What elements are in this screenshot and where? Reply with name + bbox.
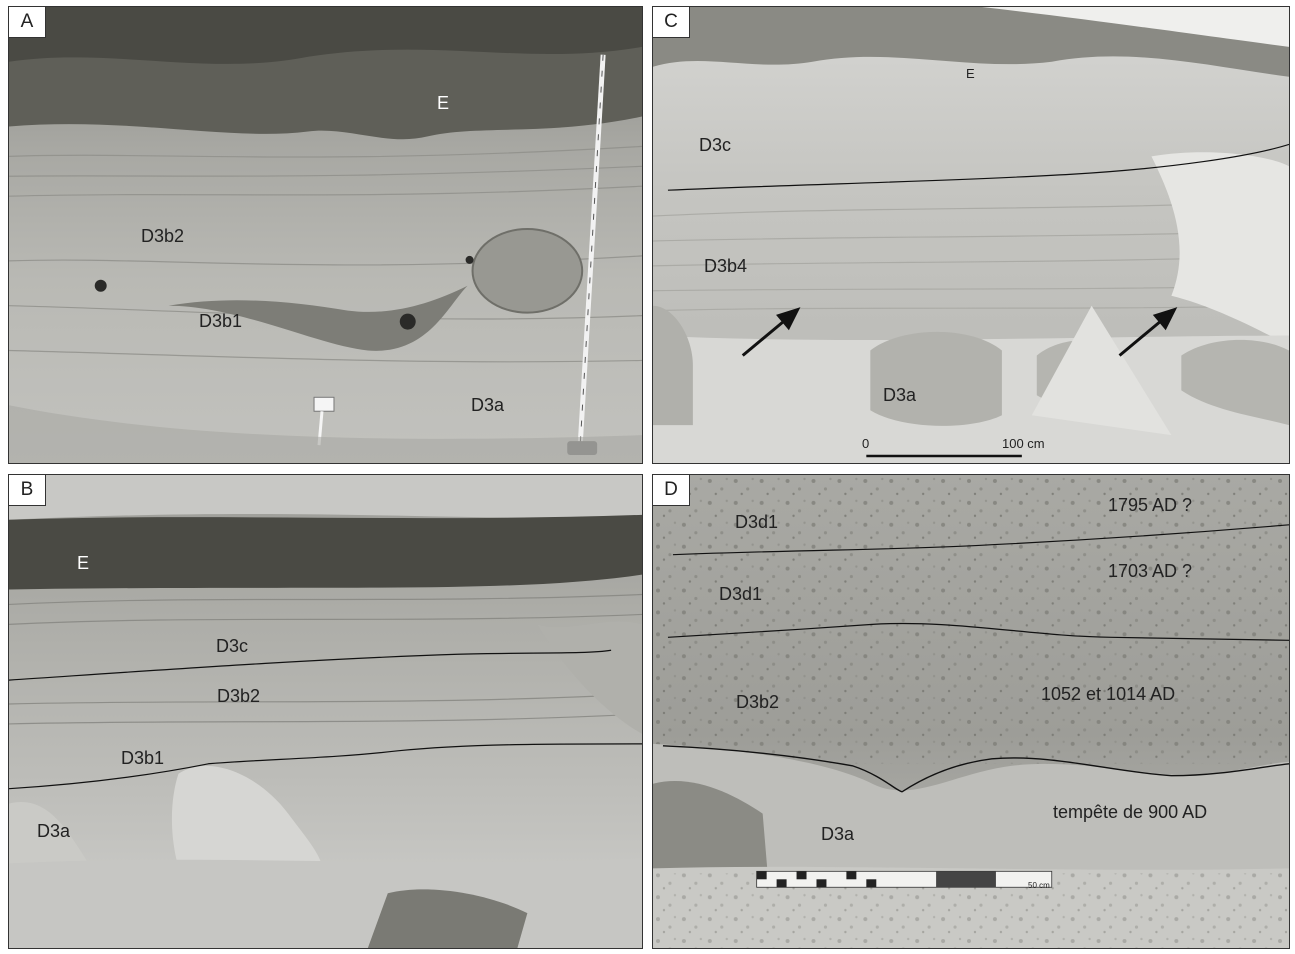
panel-c-label-d3c: D3c [699,135,732,155]
panel-d-boundary-3 [662,745,1289,793]
panel-c: C E D3c D3b4 D3a 0 100 cm [652,6,1290,464]
panel-d-scale-label: 50 cm [1028,881,1050,890]
panel-d: D D3d1 D3d1 D3b2 D3a 1795 AD ? 1703 AD ?… [652,474,1290,949]
panel-d-label-d3d1-top: D3d1 [735,512,779,532]
panel-d-date-1703: 1703 AD ? [1108,561,1193,581]
panel-b-label-d3a: D3a [37,821,71,841]
panel-a-label-d3b1: D3b1 [199,311,243,331]
panel-b: B E D3c D3b2 D3b1 D3a [8,474,643,949]
panel-b-label-d3b1: D3b1 [121,748,165,768]
panel-a-photo [9,7,642,463]
panel-d-letter: D [653,475,690,506]
panel-c-scale-zero: 0 [862,436,870,451]
panel-b-label-d3b2: D3b2 [217,686,261,706]
panel-d-date-1795: 1795 AD ? [1108,495,1193,515]
panel-b-letter: B [9,475,46,506]
panel-d-label-d3b2: D3b2 [736,692,780,712]
panel-c-label-d3a: D3a [883,385,917,405]
panel-d-boundary-2 [667,622,1289,641]
panel-c-photo [653,7,1289,463]
panel-d-date-1052: 1052 et 1014 AD [1041,684,1176,704]
panel-c-boundary-line [667,143,1289,191]
panel-b-annotations [9,649,642,790]
panel-b-boundary-lower [9,743,642,790]
panel-b-label-d3c: D3c [216,636,249,656]
panel-c-annotations [667,143,1289,458]
panel-a-label-e: E [437,93,450,113]
panel-b-photo [9,475,642,948]
panel-a-label-d3a: D3a [471,395,505,415]
panel-c-label-e: E [966,66,975,81]
panel-a: A E D3b2 D3b1 D3a [8,6,643,464]
panel-b-label-e: E [77,553,90,573]
panel-d-boundary-1 [672,524,1289,556]
panel-a-letter: A [9,7,46,38]
panel-d-photo [653,475,1289,948]
panel-d-label-d3d1-mid: D3d1 [719,584,763,604]
panel-c-scale-end: 100 cm [1002,436,1045,451]
panel-d-storm-900: tempête de 900 AD [1053,802,1208,822]
panel-b-boundary-upper [9,649,612,681]
panel-d-ruler [756,870,1053,888]
panel-a-label-d3b2: D3b2 [141,226,185,246]
panel-c-label-d3b4: D3b4 [704,256,748,276]
panel-c-arrow-right [1118,307,1178,357]
panel-d-label-d3a: D3a [821,824,855,844]
panel-c-letter: C [653,7,690,38]
panel-c-arrow-left [741,307,801,357]
panel-d-annotations [662,524,1289,793]
